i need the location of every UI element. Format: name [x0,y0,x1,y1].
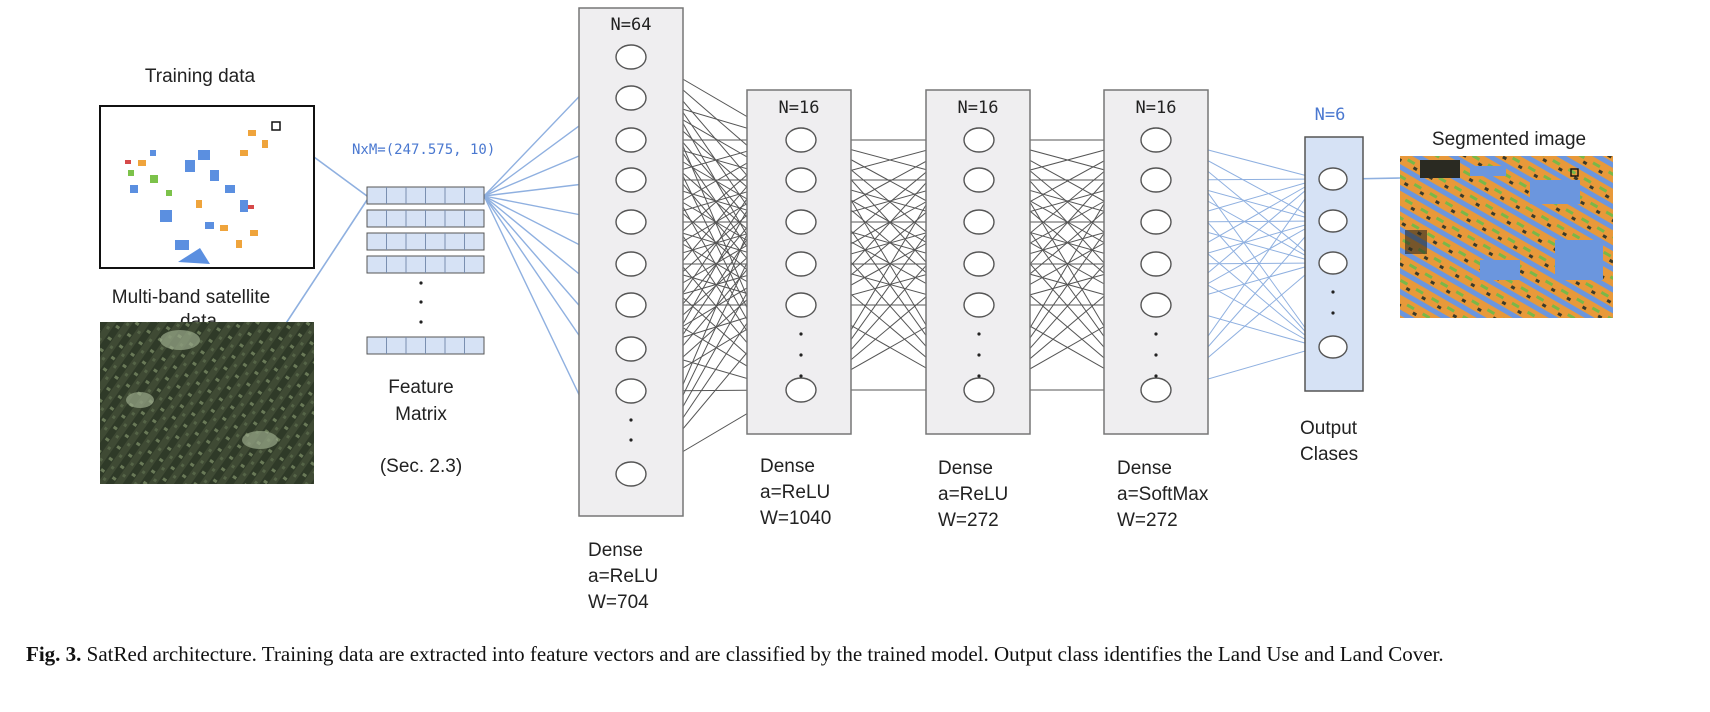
layer-2-node [785,209,817,235]
layer-2-node [785,167,817,193]
layer-3-type: Dense [938,458,993,479]
layer-3-weights: W=272 [938,510,999,531]
layer-4-node [1140,209,1172,235]
layer-2-node [785,292,817,318]
training-data-label: Training data [145,66,256,87]
output-node [1318,167,1348,191]
output-node [1318,209,1348,233]
layer-4-n: N=16 [1136,98,1177,118]
figure-number: Fig. 3. [26,642,82,666]
satellite-label: Multi-band satellite [112,287,270,308]
layer-2-activation: a=ReLU [760,482,830,503]
layer-3-n: N=16 [958,98,999,118]
figure-caption: Fig. 3. SatRed architecture. Training da… [26,640,1686,669]
layer-1-type: Dense [588,540,643,561]
layer-1-node [615,378,647,404]
layer-3-node [963,251,995,277]
feature-matrix-dims: NxM=(247.575, 10) [352,142,495,158]
layer-4-activation: a=SoftMax [1117,484,1209,505]
satellite-to-matrix-line [274,199,368,341]
layer-4-type: Dense [1117,458,1172,479]
layer-1-node [615,44,647,70]
layer-1-node [615,292,647,318]
layer-3-node [963,127,995,153]
layer-3-node [963,209,995,235]
layer-3-node [963,377,995,403]
layer-1-weights: W=704 [588,592,649,613]
layer-3-node [963,167,995,193]
layer-4-node [1140,377,1172,403]
layer-1-node [615,127,647,153]
layer-1-node [615,251,647,277]
layer-2-node [785,377,817,403]
output-node [1318,251,1348,275]
layer-1-activation: a=ReLU [588,566,658,587]
neuron-nodes [615,44,1348,487]
output-label-1: Output [1300,418,1358,439]
layer-4-node [1140,127,1172,153]
layer-3-activation: a=ReLU [938,484,1008,505]
ellipsis-dots [419,281,1335,442]
segmented-image [1400,156,1613,318]
layer-2-n: N=16 [779,98,820,118]
layer-4-node [1140,292,1172,318]
network-diagram: Training data [99,7,1613,613]
layer-2-node [785,251,817,277]
output-label-2: Clases [1300,444,1358,465]
segmented-texture [1405,160,1603,280]
segmented-image-label: Segmented image [1432,129,1586,150]
satellite-texture [126,330,278,449]
training-data-image [99,105,315,269]
layer-2-type: Dense [760,456,815,477]
layer-3-node [963,292,995,318]
layer-1-node [615,167,647,193]
layer-2-weights: W=1040 [760,508,831,529]
feature-matrix-ref: (Sec. 2.3) [380,456,462,477]
feature-matrix-label-2: Matrix [395,404,447,425]
feature-matrix-label-1: Feature [388,377,453,398]
layer-1-n: N=64 [611,15,652,35]
layer-1-node [615,209,647,235]
output-n: N=6 [1315,105,1346,125]
layer-1-node [615,336,647,362]
layer-4-weights: W=272 [1117,510,1178,531]
layer-1-node [615,461,647,487]
output-node [1318,335,1348,359]
feature-matrix [366,186,485,355]
layer-1-node [615,85,647,111]
layer-4-node [1140,251,1172,277]
figure-caption-text: SatRed architecture. Training data are e… [86,642,1444,666]
layer-4-node [1140,167,1172,193]
layer-2-node [785,127,817,153]
